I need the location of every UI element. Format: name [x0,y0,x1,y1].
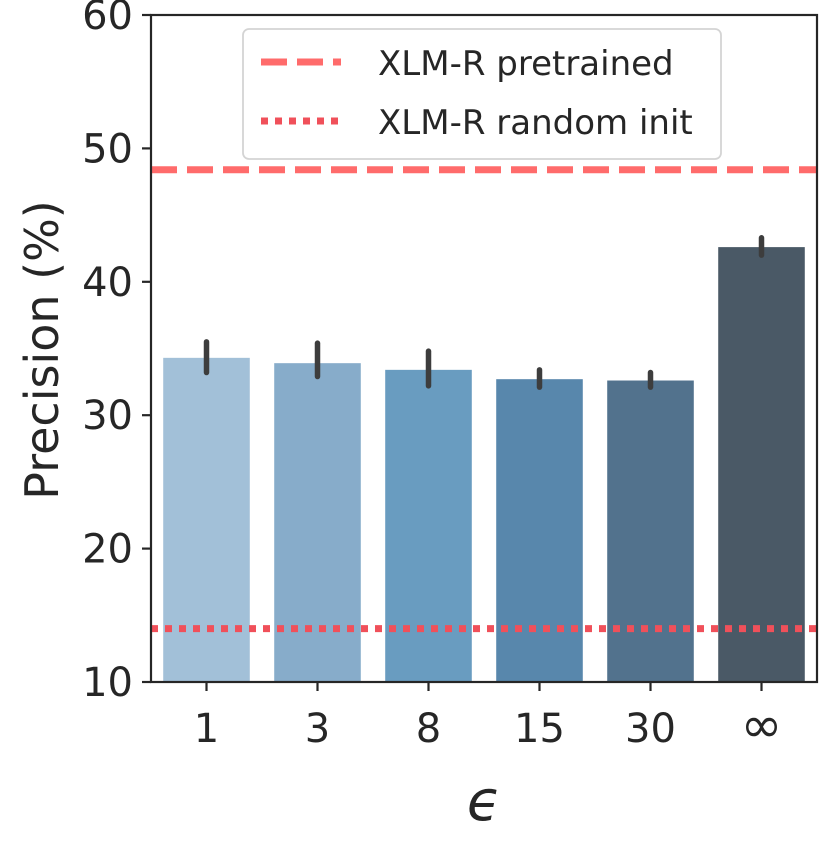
bar-5 [718,247,805,682]
y-tick-label-2: 30 [82,393,133,439]
bar-3 [496,379,583,682]
y-axis-ticks: 10 20 30 40 50 60 [82,0,151,706]
y-tick-label-0: 10 [82,660,133,706]
bars-layer [163,247,805,682]
x-axis-ticks: 1 3 8 15 30 ∞ [194,682,783,754]
x-tick-label-5: ∞ [741,696,783,754]
error-bars-layer [203,235,765,390]
y-tick-label-5: 60 [82,0,133,39]
x-tick-label-3: 15 [514,706,565,752]
plot-frame [149,13,819,684]
x-tick-label-4: 30 [625,706,676,752]
bar-1 [274,363,361,682]
x-tick-label-1: 3 [305,706,330,752]
reference-lines-layer [151,166,817,633]
y-tick-label-1: 20 [82,527,133,573]
x-axis-label: ϵ [467,769,501,834]
y-tick-label-4: 50 [82,126,133,172]
bar-2 [385,369,472,682]
legend-label-pretrained: XLM-R pretrained [378,44,674,84]
legend: XLM-R pretrained XLM-R random init [242,28,722,160]
x-tick-label-0: 1 [194,706,219,752]
legend-label-random-init: XLM-R random init [378,103,693,143]
bar-4 [607,380,694,682]
legend-frame [242,28,722,160]
y-tick-label-3: 40 [82,260,133,306]
bar-0 [163,357,250,682]
y-axis-label: Precision (%) [15,200,69,499]
x-tick-label-2: 8 [416,706,441,752]
